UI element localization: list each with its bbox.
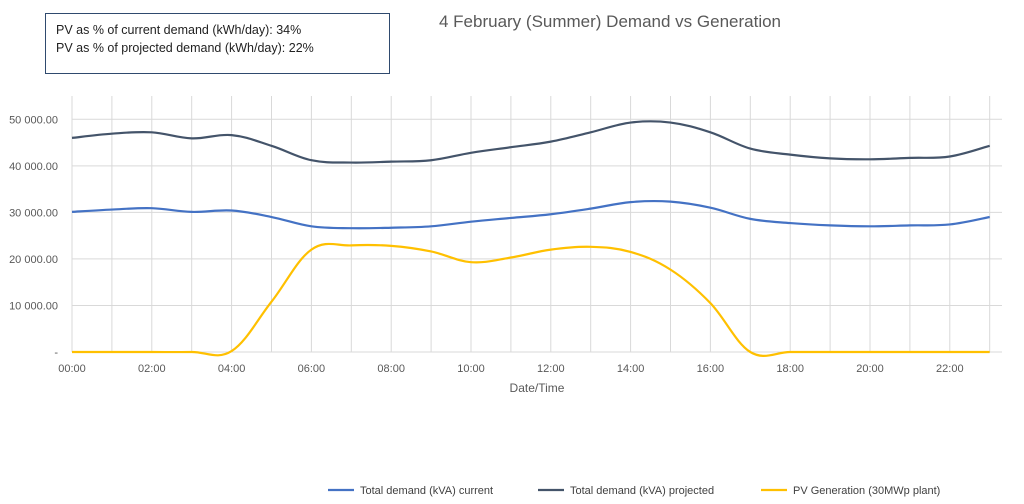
x-tick-label: 02:00 <box>138 363 166 375</box>
series-lines <box>71 120 990 357</box>
x-axis-title: Date/Time <box>510 381 565 395</box>
legend-label: Total demand (kVA) current <box>360 485 493 497</box>
y-tick-label: 40 000.00 <box>9 161 58 173</box>
y-tick-label: 30 000.00 <box>9 207 58 219</box>
x-tick-label: 10:00 <box>457 363 485 375</box>
chart-title: 4 February (Summer) Demand vs Generation <box>438 12 782 31</box>
x-tick-label: 12:00 <box>537 363 565 375</box>
series-line-3 <box>71 242 990 357</box>
x-tick-label: 14:00 <box>617 363 645 375</box>
legend-label: PV Generation (30MWp plant) <box>793 485 940 497</box>
pv-projected-demand-text: PV as % of projected demand (kWh/day): 2… <box>56 41 314 55</box>
grid-lines <box>71 96 1002 353</box>
y-axis-ticks: - 10 000.00 20 000.00 30 000.00 40 000.00 50 … <box>9 114 58 359</box>
y-tick-label: - <box>54 347 58 359</box>
y-tick-label: 10 000.00 <box>9 300 58 312</box>
x-tick-label: 16:00 <box>697 363 725 375</box>
y-tick-label: 20 000.00 <box>9 254 58 266</box>
y-tick-label: 50 000.00 <box>9 114 58 126</box>
x-tick-label: 04:00 <box>218 363 246 375</box>
series-line-2 <box>71 120 990 164</box>
legend-label: Total demand (kVA) projected <box>570 485 714 497</box>
x-axis-ticks: 00:00 02:00 04:00 06:00 08:00 10:00 12:00 14:00… <box>58 363 963 375</box>
legend: Total demand (kVA) current Total demand (… <box>328 485 940 497</box>
x-tick-label: 22:00 <box>936 363 964 375</box>
x-tick-label: 18:00 <box>776 363 804 375</box>
pv-current-demand-text: PV as % of current demand (kWh/day): 34% <box>56 23 302 37</box>
series-line-1 <box>71 199 990 230</box>
x-tick-label: 06:00 <box>298 363 326 375</box>
x-tick-label: 20:00 <box>856 363 884 375</box>
x-tick-label: 00:00 <box>58 363 86 375</box>
x-tick-label: 08:00 <box>377 363 405 375</box>
info-box: PV as % of current demand (kWh/day): 34%… <box>45 13 390 74</box>
